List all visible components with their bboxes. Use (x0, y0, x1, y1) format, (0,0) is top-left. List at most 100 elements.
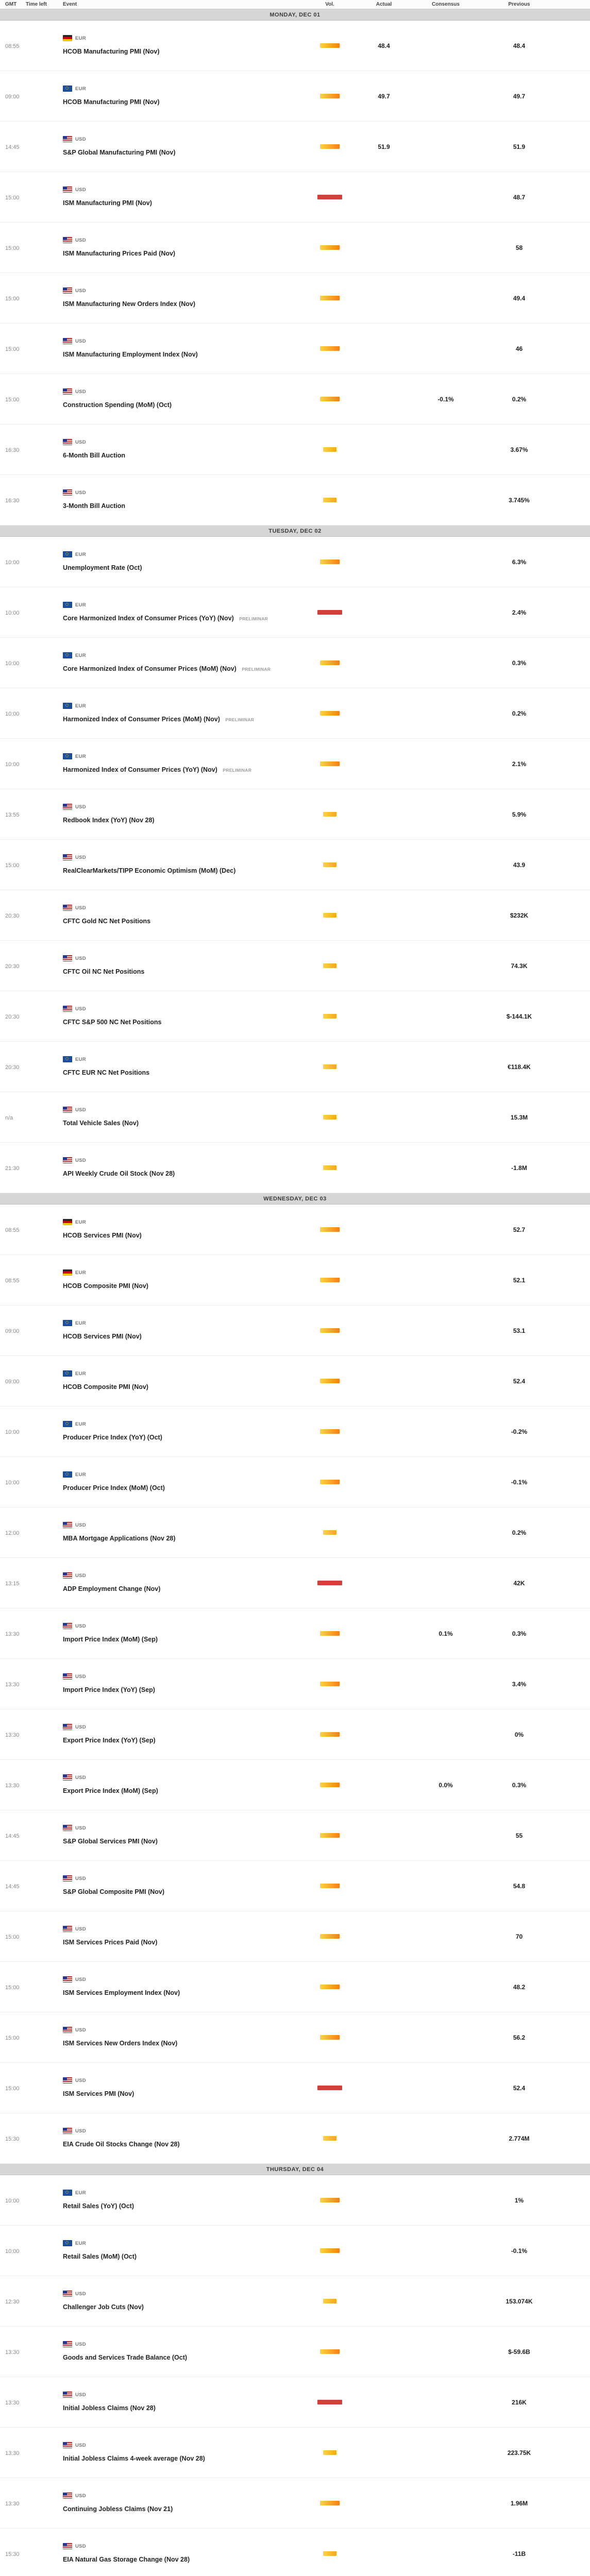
event-row[interactable]: 13:30 USD Goods and Services Trade Balan… (0, 2327, 590, 2377)
event-name[interactable]: ISM Manufacturing New Orders Index (Nov) (63, 300, 195, 308)
event-name[interactable]: 3-Month Bill Auction (63, 502, 126, 510)
event-name[interactable]: S&P Global Composite PMI (Nov) (63, 1888, 165, 1895)
event-row[interactable]: 13:30 USD Export Price Index (YoY) (Sep) (0, 1709, 590, 1760)
event-row[interactable]: n/a USD Total Vehicle Sales (Nov) (0, 1092, 590, 1143)
event-name[interactable]: Producer Price Index (MoM) (Oct) (63, 1484, 165, 1492)
event-name[interactable]: Export Price Index (MoM) (Sep) (63, 1787, 158, 1794)
event-row[interactable]: 10:00 EUR Harmonized Index of Consumer P… (0, 739, 590, 789)
event-row[interactable]: 15:00 USD ISM Services Prices Paid (Nov) (0, 1911, 590, 1962)
event-row[interactable]: 20:30 USD CFTC S&P 500 NC Net Positions (0, 991, 590, 1042)
event-row[interactable]: 12:00 USD MBA Mortgage Applications (Nov… (0, 1507, 590, 1558)
event-name[interactable]: ISM Manufacturing Employment Index (Nov) (63, 351, 198, 358)
event-name[interactable]: Initial Jobless Claims (Nov 28) (63, 2404, 156, 2412)
event-name[interactable]: Redbook Index (YoY) (Nov 28) (63, 817, 155, 824)
event-name[interactable]: HCOB Services PMI (Nov) (63, 1232, 142, 1239)
event-name[interactable]: Harmonized Index of Consumer Prices (YoY… (63, 766, 217, 773)
event-name[interactable]: RealClearMarkets/TIPP Economic Optimism … (63, 867, 236, 874)
event-row[interactable]: 15:00 USD ISM Manufacturing New Orders I… (0, 273, 590, 324)
event-row[interactable]: 20:30 EUR CFTC EUR NC Net Positions (0, 1042, 590, 1092)
event-row[interactable]: 21:30 USD API Weekly Crude Oil Stock (No… (0, 1143, 590, 1193)
event-row[interactable]: 08:55 EUR HCOB Composite PMI (Nov) (0, 1255, 590, 1306)
event-row[interactable]: 15:00 USD Construction Spending (MoM) (O… (0, 374, 590, 425)
event-row[interactable]: 20:30 USD CFTC Gold NC Net Positions (0, 890, 590, 941)
event-row[interactable]: 15:30 USD EIA Natural Gas Storage Change… (0, 2529, 590, 2576)
event-name[interactable]: Import Price Index (MoM) (Sep) (63, 1636, 158, 1643)
event-name[interactable]: HCOB Manufacturing PMI (Nov) (63, 48, 160, 55)
event-name[interactable]: ISM Services New Orders Index (Nov) (63, 2040, 178, 2047)
event-name[interactable]: Producer Price Index (YoY) (Oct) (63, 1434, 162, 1441)
event-name[interactable]: Export Price Index (YoY) (Sep) (63, 1737, 156, 1744)
event-row[interactable]: 13:30 USD Initial Jobless Claims (Nov 28… (0, 2377, 590, 2428)
event-name[interactable]: HCOB Composite PMI (Nov) (63, 1383, 148, 1391)
event-row[interactable]: 15:00 USD ISM Services New Orders Index … (0, 2012, 590, 2063)
event-name[interactable]: ISM Services Employment Index (Nov) (63, 1989, 180, 1996)
event-row[interactable]: 16:30 USD 6-Month Bill Auction (0, 425, 590, 475)
event-row[interactable]: 13:30 USD Import Price Index (YoY) (Sep) (0, 1659, 590, 1709)
event-row[interactable]: 10:00 EUR Core Harmonized Index of Consu… (0, 587, 590, 638)
event-row[interactable]: 10:00 EUR Core Harmonized Index of Consu… (0, 638, 590, 688)
event-row[interactable]: 15:00 USD ISM Manufacturing PMI (Nov) (0, 172, 590, 223)
event-row[interactable]: 12:30 USD Challenger Job Cuts (Nov) (0, 2276, 590, 2327)
event-row[interactable]: 09:00 EUR HCOB Manufacturing PMI (Nov) 4… (0, 71, 590, 122)
event-row[interactable]: 10:00 EUR Producer Price Index (MoM) (Oc… (0, 1457, 590, 1507)
event-row[interactable]: 14:45 USD S&P Global Manufacturing PMI (… (0, 122, 590, 172)
event-row[interactable]: 15:00 USD ISM Services PMI (Nov) (0, 2063, 590, 2113)
event-name[interactable]: HCOB Manufacturing PMI (Nov) (63, 98, 160, 106)
event-name[interactable]: Challenger Job Cuts (Nov) (63, 2303, 144, 2311)
event-name[interactable]: EIA Crude Oil Stocks Change (Nov 28) (63, 2141, 180, 2148)
event-name[interactable]: 6-Month Bill Auction (63, 452, 126, 459)
event-row[interactable]: 09:00 EUR HCOB Services PMI (Nov) (0, 1306, 590, 1356)
event-row[interactable]: 15:00 USD ISM Manufacturing Prices Paid … (0, 223, 590, 273)
event-row[interactable]: 15:00 USD ISM Services Employment Index … (0, 1962, 590, 2012)
event-name[interactable]: API Weekly Crude Oil Stock (Nov 28) (63, 1170, 175, 1177)
event-row[interactable]: 20:30 USD CFTC Oil NC Net Positions (0, 941, 590, 991)
event-row[interactable]: 13:55 USD Redbook Index (YoY) (Nov 28) (0, 789, 590, 840)
event-name[interactable]: HCOB Services PMI (Nov) (63, 1333, 142, 1340)
event-name[interactable]: Initial Jobless Claims 4-week average (N… (63, 2455, 205, 2462)
event-row[interactable]: 08:55 EUR HCOB Manufacturing PMI (Nov) 4… (0, 21, 590, 71)
event-row[interactable]: 15:00 USD RealClearMarkets/TIPP Economic… (0, 840, 590, 890)
event-row[interactable]: 15:00 USD ISM Manufacturing Employment I… (0, 324, 590, 374)
event-row[interactable]: 09:00 EUR HCOB Composite PMI (Nov) (0, 1356, 590, 1406)
event-row[interactable]: 10:00 EUR Unemployment Rate (Oct) (0, 537, 590, 587)
event-row[interactable]: 14:45 USD S&P Global Composite PMI (Nov) (0, 1861, 590, 1911)
event-name[interactable]: MBA Mortgage Applications (Nov 28) (63, 1535, 176, 1542)
event-name[interactable]: ISM Manufacturing PMI (Nov) (63, 199, 152, 207)
event-name[interactable]: Unemployment Rate (Oct) (63, 564, 142, 571)
event-name[interactable]: Retail Sales (YoY) (Oct) (63, 2202, 134, 2210)
event-name[interactable]: S&P Global Manufacturing PMI (Nov) (63, 149, 176, 156)
event-name[interactable]: CFTC Oil NC Net Positions (63, 968, 145, 975)
event-row[interactable]: 13:30 USD Import Price Index (MoM) (Sep)… (0, 1608, 590, 1659)
event-name[interactable]: EIA Natural Gas Storage Change (Nov 28) (63, 2556, 190, 2563)
event-name[interactable]: Harmonized Index of Consumer Prices (MoM… (63, 716, 220, 723)
event-name[interactable]: Construction Spending (MoM) (Oct) (63, 401, 172, 409)
event-row[interactable]: 13:15 USD ADP Employment Change (Nov) (0, 1558, 590, 1608)
event-name[interactable]: Core Harmonized Index of Consumer Prices… (63, 615, 234, 622)
event-row[interactable]: 10:00 EUR Harmonized Index of Consumer P… (0, 688, 590, 739)
event-row[interactable]: 13:30 USD Continuing Jobless Claims (Nov… (0, 2478, 590, 2529)
event-row[interactable]: 08:55 EUR HCOB Services PMI (Nov) (0, 1205, 590, 1255)
event-row[interactable]: 16:30 USD 3-Month Bill Auction (0, 475, 590, 526)
event-name[interactable]: ISM Manufacturing Prices Paid (Nov) (63, 250, 176, 257)
event-name[interactable]: Continuing Jobless Claims (Nov 21) (63, 2505, 173, 2513)
event-row[interactable]: 13:30 USD Export Price Index (MoM) (Sep)… (0, 1760, 590, 1810)
event-name[interactable]: Goods and Services Trade Balance (Oct) (63, 2354, 188, 2361)
event-row[interactable]: 15:30 USD EIA Crude Oil Stocks Change (N… (0, 2113, 590, 2164)
event-name[interactable]: Retail Sales (MoM) (Oct) (63, 2253, 137, 2260)
event-name[interactable]: S&P Global Services PMI (Nov) (63, 1838, 158, 1845)
event-name[interactable]: Core Harmonized Index of Consumer Prices… (63, 665, 237, 672)
event-name[interactable]: ISM Services PMI (Nov) (63, 2090, 134, 2097)
event-row[interactable]: 13:30 USD Initial Jobless Claims 4-week … (0, 2428, 590, 2478)
event-name[interactable]: CFTC Gold NC Net Positions (63, 918, 151, 925)
event-row[interactable]: 14:45 USD S&P Global Services PMI (Nov) (0, 1810, 590, 1861)
event-name[interactable]: Total Vehicle Sales (Nov) (63, 1120, 139, 1127)
event-name[interactable]: Import Price Index (YoY) (Sep) (63, 1686, 155, 1693)
event-name[interactable]: CFTC EUR NC Net Positions (63, 1069, 150, 1076)
event-name[interactable]: ISM Services Prices Paid (Nov) (63, 1939, 158, 1946)
event-name[interactable]: HCOB Composite PMI (Nov) (63, 1282, 148, 1290)
event-row[interactable]: 10:00 EUR Producer Price Index (YoY) (Oc… (0, 1406, 590, 1457)
event-name[interactable]: ADP Employment Change (Nov) (63, 1585, 161, 1592)
event-name[interactable]: CFTC S&P 500 NC Net Positions (63, 1019, 162, 1026)
event-row[interactable]: 10:00 EUR Retail Sales (MoM) (Oct) (0, 2226, 590, 2276)
event-row[interactable]: 10:00 EUR Retail Sales (YoY) (Oct) (0, 2175, 590, 2226)
